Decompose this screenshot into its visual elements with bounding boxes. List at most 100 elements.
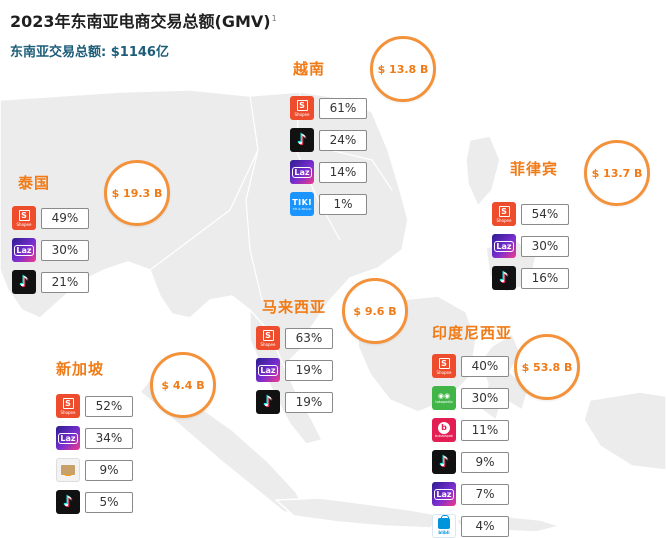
lazada-heart-icon: Laz bbox=[432, 482, 456, 506]
gmv-total-badge: $ 53.8 B bbox=[514, 334, 580, 400]
share-value: 61% bbox=[319, 97, 367, 119]
platform-share-row: blibli 4% bbox=[432, 514, 509, 538]
tiktok-note-icon: ♪ bbox=[432, 450, 456, 474]
share-value: 52% bbox=[85, 395, 133, 417]
blibli-bag-shape bbox=[438, 515, 450, 529]
shopee-bag-icon: S Shopee bbox=[492, 202, 516, 226]
platform-share-row: ♪ 9% bbox=[432, 450, 509, 474]
tiktok-glyph: ♪ bbox=[297, 132, 307, 148]
tiktok-note-icon: ♪ bbox=[290, 128, 314, 152]
lazada-heart-icon: Laz bbox=[290, 160, 314, 184]
share-value: 7% bbox=[461, 483, 509, 505]
tiki-tagline: Tốt & Nhanh bbox=[292, 206, 312, 211]
share-value: 21% bbox=[41, 271, 89, 293]
gmv-total-badge: $ 13.8 B bbox=[370, 36, 436, 102]
gmv-total-badge: $ 13.7 B bbox=[584, 140, 650, 206]
bukalapak-glyph: b bbox=[438, 422, 450, 434]
lazada-heart-icon: Laz bbox=[492, 234, 516, 258]
shopee-bag-icon: S Shopee bbox=[290, 96, 314, 120]
share-value: 19% bbox=[285, 391, 333, 413]
country-name: 印度尼西亚 bbox=[432, 324, 513, 342]
bukalapak-b-icon: b bukalapak bbox=[432, 418, 456, 442]
share-value: 40% bbox=[461, 355, 509, 377]
shopee-glyph: S bbox=[262, 330, 274, 341]
shopee-glyph: S bbox=[62, 398, 74, 409]
tiktok-glyph: ♪ bbox=[63, 494, 73, 510]
shopee-glyph: S bbox=[296, 100, 308, 111]
tiki-wordmark: TIKI bbox=[292, 197, 312, 207]
gmv-total-badge: $ 19.3 B bbox=[104, 160, 170, 226]
shopee-bag-icon: S Shopee bbox=[256, 326, 280, 350]
shopee-glyph: S bbox=[438, 358, 450, 369]
share-value: 30% bbox=[521, 235, 569, 257]
country-name: 菲律宾 bbox=[510, 160, 559, 178]
tiktok-glyph: ♪ bbox=[19, 274, 29, 290]
platform-share-row: ◉◉ tokopedia 30% bbox=[432, 386, 509, 410]
lazada-glyph: Laz bbox=[292, 166, 312, 178]
amazon-box-shape bbox=[61, 464, 75, 475]
platform-share-row: TIKI Tốt & Nhanh 1% bbox=[290, 192, 367, 216]
tokopedia-wordmark: tokopedia bbox=[435, 400, 453, 404]
platform-share-row: Laz 19% bbox=[256, 358, 333, 382]
platform-share-row: Laz 30% bbox=[492, 234, 569, 258]
page-title-text: 2023年东南亚电商交易总额(GMV) bbox=[10, 12, 271, 31]
border-line bbox=[245, 95, 263, 301]
share-value: 11% bbox=[461, 419, 509, 441]
tiktok-note-icon: ♪ bbox=[256, 390, 280, 414]
platform-share-row: b bukalapak 11% bbox=[432, 418, 509, 442]
lazada-glyph: Laz bbox=[14, 244, 34, 256]
tiktok-glyph: ♪ bbox=[263, 394, 273, 410]
shopee-wordmark: Shopee bbox=[496, 218, 512, 223]
tokopedia-owl-face: ◉◉ bbox=[437, 392, 451, 400]
gmv-total-badge: $ 9.6 B bbox=[342, 278, 408, 344]
tiki-logo-icon: TIKI Tốt & Nhanh bbox=[290, 192, 314, 216]
platform-share-row: S Shopee 61% bbox=[290, 96, 367, 120]
shopee-bag-icon: S Shopee bbox=[432, 354, 456, 378]
share-value: 9% bbox=[85, 459, 133, 481]
shopee-wordmark: Shopee bbox=[16, 222, 32, 227]
lazada-glyph: Laz bbox=[494, 240, 514, 252]
platform-share-row: S Shopee 52% bbox=[56, 394, 133, 418]
share-value: 1% bbox=[319, 193, 367, 215]
share-value: 54% bbox=[521, 203, 569, 225]
shopee-bag-icon: S Shopee bbox=[12, 206, 36, 230]
platform-share-row: S Shopee 49% bbox=[12, 206, 89, 230]
lazada-glyph: Laz bbox=[58, 432, 78, 444]
platform-share-row: ♪ 24% bbox=[290, 128, 367, 152]
lazada-glyph: Laz bbox=[434, 488, 454, 500]
platform-share-row: 9% bbox=[56, 458, 133, 482]
shopee-glyph: S bbox=[18, 210, 30, 221]
share-value: 63% bbox=[285, 327, 333, 349]
platform-share-row: Laz 34% bbox=[56, 426, 133, 450]
share-value: 4% bbox=[461, 515, 509, 537]
amazon-box-icon bbox=[56, 458, 80, 482]
lazada-glyph: Laz bbox=[258, 364, 278, 376]
country-name: 新加坡 bbox=[56, 360, 105, 378]
java-island bbox=[275, 497, 445, 529]
platform-share-row: ♪ 21% bbox=[12, 270, 89, 294]
platform-share-row: S Shopee 63% bbox=[256, 326, 333, 350]
amazon-smile-shape bbox=[63, 472, 73, 476]
share-value: 16% bbox=[521, 267, 569, 289]
share-value: 49% bbox=[41, 207, 89, 229]
philippines-luzon bbox=[465, 135, 501, 207]
tiktok-note-icon: ♪ bbox=[12, 270, 36, 294]
bukalapak-wordmark: bukalapak bbox=[434, 434, 454, 438]
blibli-bag-icon: blibli bbox=[432, 514, 456, 538]
lazada-heart-icon: Laz bbox=[12, 238, 36, 262]
tiktok-glyph: ♪ bbox=[439, 454, 449, 470]
platform-share-row: Laz 30% bbox=[12, 238, 89, 262]
tokopedia-owl-icon: ◉◉ tokopedia bbox=[432, 386, 456, 410]
shopee-wordmark: Shopee bbox=[436, 370, 452, 375]
shopee-glyph: S bbox=[498, 206, 510, 217]
shopee-bag-icon: S Shopee bbox=[56, 394, 80, 418]
tiktok-note-icon: ♪ bbox=[492, 266, 516, 290]
share-value: 24% bbox=[319, 129, 367, 151]
share-value: 19% bbox=[285, 359, 333, 381]
country-name: 越南 bbox=[293, 60, 326, 78]
tiktok-note-icon: ♪ bbox=[56, 490, 80, 514]
platform-share-row: Laz 7% bbox=[432, 482, 509, 506]
shopee-wordmark: Shopee bbox=[260, 342, 276, 347]
share-value: 30% bbox=[461, 387, 509, 409]
